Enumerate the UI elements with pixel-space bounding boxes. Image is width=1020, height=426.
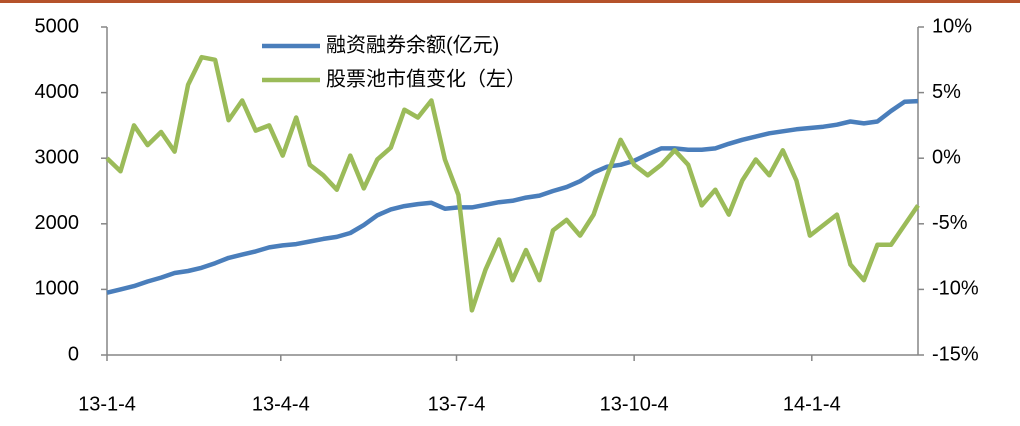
- y-tick-label: 5000: [35, 15, 80, 37]
- y-tick-label: 3000: [35, 146, 80, 168]
- top-border: [0, 0, 1020, 3]
- y-tick-label: 4000: [35, 81, 80, 103]
- y2-tick-label: 10%: [932, 15, 972, 37]
- legend-label: 融资融券余额(亿元): [326, 33, 499, 56]
- y-tick-label: 1000: [35, 278, 80, 300]
- y-tick-label: 2000: [35, 212, 80, 234]
- x-tick-label: 14-1-4: [783, 393, 841, 415]
- y2-tick-label: -5%: [932, 212, 968, 234]
- legend-label: 股票池市值变化（左）: [326, 67, 526, 90]
- y2-tick-label: -10%: [932, 278, 979, 300]
- x-tick-label: 13-10-4: [600, 393, 669, 415]
- x-tick-label: 13-7-4: [428, 393, 486, 415]
- series-line: [105, 54, 920, 313]
- x-tick-label: 13-1-4: [78, 393, 136, 415]
- y-tick-label: 0: [68, 343, 79, 365]
- y2-tick-label: -15%: [932, 343, 979, 365]
- x-tick-label: 13-4-4: [252, 393, 310, 415]
- y2-tick-label: 5%: [932, 81, 961, 103]
- series-line: [106, 98, 919, 295]
- y2-tick-label: 0%: [932, 146, 961, 168]
